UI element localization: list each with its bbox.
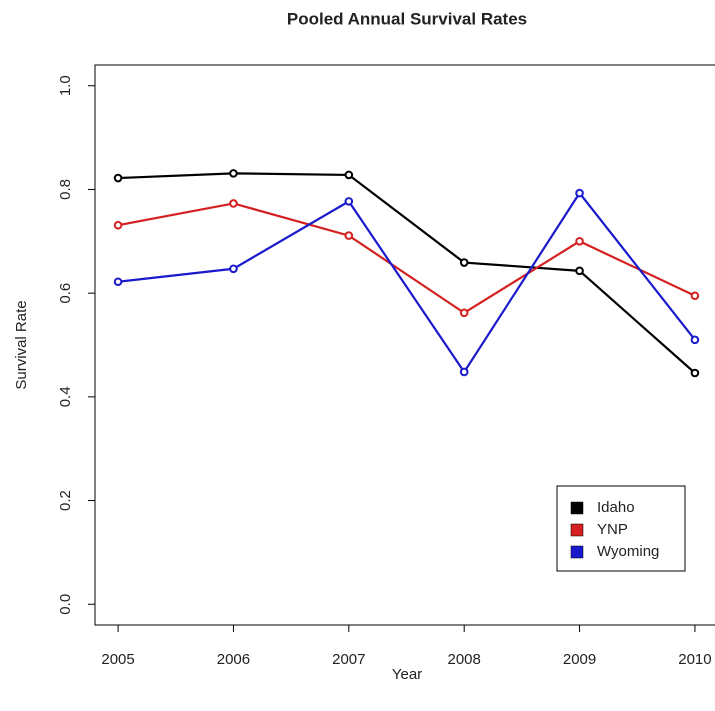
legend-label: Idaho bbox=[597, 499, 635, 516]
data-point bbox=[113, 277, 123, 287]
data-point bbox=[459, 367, 469, 377]
legend-swatch bbox=[570, 523, 584, 537]
data-point bbox=[229, 169, 238, 178]
series-line bbox=[117, 202, 696, 315]
data-point bbox=[113, 173, 123, 183]
data-point bbox=[690, 368, 700, 378]
x-tick-label: 2005 bbox=[101, 651, 134, 668]
legend-label: Wyoming bbox=[597, 543, 659, 560]
data-point bbox=[229, 264, 238, 274]
data-point bbox=[344, 170, 354, 180]
y-tick-label: 0.0 bbox=[57, 594, 74, 615]
x-tick-label: 2007 bbox=[332, 651, 365, 668]
series-line bbox=[117, 191, 696, 374]
legend-swatch bbox=[570, 545, 584, 559]
data-point bbox=[344, 197, 354, 206]
legend: Idaho YNP Wyoming bbox=[556, 485, 686, 572]
data-point bbox=[575, 188, 584, 198]
data-point bbox=[229, 199, 238, 208]
y-tick-label: 0.6 bbox=[57, 283, 74, 304]
data-point bbox=[113, 220, 123, 230]
data-point bbox=[575, 236, 584, 246]
data-point bbox=[344, 231, 354, 240]
plot-frame bbox=[94, 64, 715, 626]
data-point bbox=[690, 291, 700, 301]
data-point bbox=[459, 258, 469, 267]
x-tick-label: 2010 bbox=[678, 651, 711, 668]
chart-title: Pooled Annual Survival Rates bbox=[287, 9, 527, 28]
y-tick-label: 0.2 bbox=[57, 490, 74, 511]
data-point bbox=[459, 308, 469, 318]
y-axis-label: Survival Rate bbox=[13, 300, 30, 389]
data-point bbox=[575, 266, 584, 276]
x-tick-label: 2008 bbox=[447, 651, 480, 668]
data-point bbox=[690, 335, 700, 345]
x-tick-label: 2006 bbox=[217, 651, 250, 668]
legend-swatch bbox=[570, 501, 584, 515]
y-tick-label: 0.8 bbox=[57, 179, 74, 200]
series-line bbox=[118, 172, 696, 374]
legend-label: YNP bbox=[597, 521, 628, 538]
y-tick-label: 0.4 bbox=[57, 386, 74, 407]
x-axis-label: Year bbox=[392, 666, 422, 683]
x-tick-label: 2009 bbox=[563, 651, 596, 668]
y-tick-label: 1.0 bbox=[57, 75, 74, 96]
